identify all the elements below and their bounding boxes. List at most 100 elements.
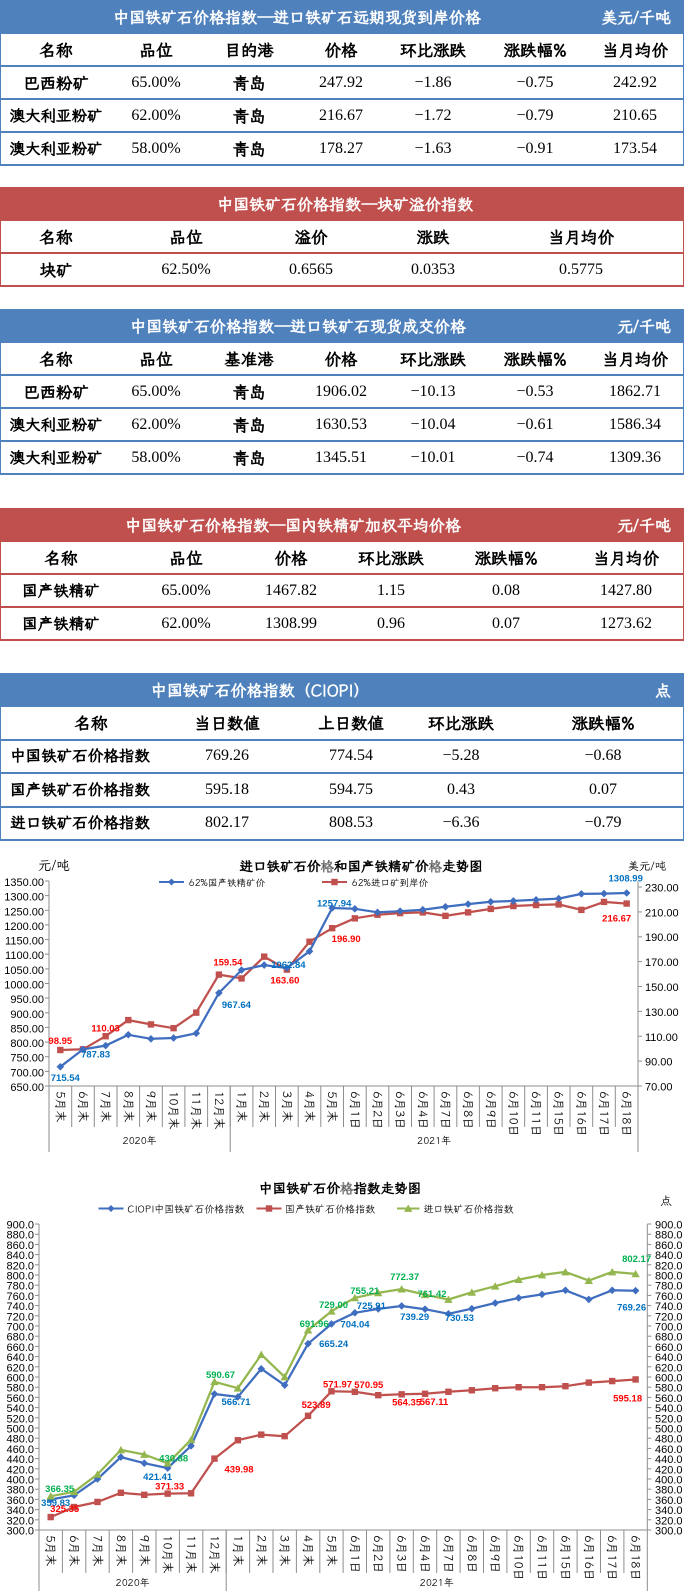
svg-text:400.0: 400.0 xyxy=(6,1475,34,1487)
svg-text:421.41: 421.41 xyxy=(143,1472,173,1483)
svg-text:10月末: 10月末 xyxy=(160,1535,175,1573)
svg-text:950.00: 950.00 xyxy=(10,994,44,1006)
svg-text:CIOPI中国铁矿石价格指数: CIOPI中国铁矿石价格指数 xyxy=(128,1203,246,1216)
svg-text:900.00: 900.00 xyxy=(10,1009,44,1021)
svg-text:571.97: 571.97 xyxy=(323,1379,352,1390)
svg-text:5月末: 5月末 xyxy=(43,1535,58,1566)
svg-text:62%进口矿到岸价: 62%进口矿到岸价 xyxy=(352,876,429,889)
svg-text:900.0: 900.0 xyxy=(655,1220,683,1232)
svg-text:6月2日: 6月2日 xyxy=(370,1535,385,1573)
svg-text:130.00: 130.00 xyxy=(645,1007,679,1019)
svg-text:660.0: 660.0 xyxy=(655,1342,683,1354)
svg-text:2020年: 2020年 xyxy=(116,1576,150,1589)
svg-text:11月末: 11月末 xyxy=(188,1091,203,1129)
svg-text:740.0: 740.0 xyxy=(6,1301,34,1313)
svg-text:6月16日: 6月16日 xyxy=(573,1091,588,1137)
svg-text:665.24: 665.24 xyxy=(319,1339,349,1350)
svg-text:4月末: 4月末 xyxy=(302,1091,317,1122)
svg-text:820.0: 820.0 xyxy=(6,1260,34,1272)
svg-text:1月末: 1月末 xyxy=(230,1535,245,1566)
svg-text:540.0: 540.0 xyxy=(6,1403,34,1415)
svg-text:6月3日: 6月3日 xyxy=(394,1535,409,1573)
svg-text:300.0: 300.0 xyxy=(6,1526,34,1538)
svg-text:567.11: 567.11 xyxy=(420,1397,449,1408)
svg-text:1月末: 1月末 xyxy=(234,1091,249,1122)
svg-text:800.0: 800.0 xyxy=(6,1271,34,1283)
svg-text:850.00: 850.00 xyxy=(10,1023,44,1035)
svg-text:420.0: 420.0 xyxy=(6,1464,34,1476)
svg-text:70.00: 70.00 xyxy=(645,1082,673,1094)
svg-text:6月末: 6月末 xyxy=(75,1091,90,1122)
svg-text:380.0: 380.0 xyxy=(655,1485,683,1497)
svg-text:787.83: 787.83 xyxy=(81,1050,110,1061)
svg-text:美元/吨: 美元/吨 xyxy=(627,859,666,874)
svg-text:元/吨: 元/吨 xyxy=(38,856,70,874)
svg-text:110.00: 110.00 xyxy=(645,1032,678,1044)
svg-text:1350.00: 1350.00 xyxy=(4,877,44,889)
svg-text:8月末: 8月末 xyxy=(120,1091,135,1122)
svg-text:320.0: 320.0 xyxy=(655,1515,683,1527)
svg-text:6月17日: 6月17日 xyxy=(604,1535,619,1581)
svg-text:691.96: 691.96 xyxy=(300,1319,329,1330)
svg-text:780.0: 780.0 xyxy=(655,1281,683,1293)
svg-text:560.0: 560.0 xyxy=(6,1393,34,1405)
svg-text:6月8日: 6月8日 xyxy=(464,1535,479,1573)
svg-text:769.26: 769.26 xyxy=(617,1303,646,1314)
svg-text:739.29: 739.29 xyxy=(400,1312,429,1323)
svg-text:700.0: 700.0 xyxy=(6,1322,34,1334)
svg-text:1100.00: 1100.00 xyxy=(5,950,44,962)
svg-text:640.0: 640.0 xyxy=(655,1352,683,1364)
svg-text:7月末: 7月末 xyxy=(90,1535,105,1566)
svg-text:460.0: 460.0 xyxy=(655,1444,683,1456)
svg-text:6月末: 6月末 xyxy=(66,1535,81,1566)
svg-text:570.95: 570.95 xyxy=(354,1380,384,1391)
svg-text:2021年: 2021年 xyxy=(417,1134,451,1147)
svg-text:500.0: 500.0 xyxy=(655,1424,683,1436)
svg-text:729.00: 729.00 xyxy=(319,1300,348,1311)
svg-text:725.91: 725.91 xyxy=(357,1301,387,1312)
svg-text:520.0: 520.0 xyxy=(655,1413,683,1425)
svg-text:439.98: 439.98 xyxy=(225,1465,254,1476)
svg-text:640.0: 640.0 xyxy=(6,1352,34,1364)
svg-text:680.0: 680.0 xyxy=(6,1332,34,1344)
svg-text:2月末: 2月末 xyxy=(253,1535,268,1566)
svg-text:6月3日: 6月3日 xyxy=(392,1091,407,1129)
svg-text:230.00: 230.00 xyxy=(645,883,679,895)
svg-text:780.0: 780.0 xyxy=(6,1281,34,1293)
svg-text:760.0: 760.0 xyxy=(655,1291,683,1303)
svg-text:620.0: 620.0 xyxy=(655,1362,683,1374)
svg-text:6月9日: 6月9日 xyxy=(487,1535,502,1573)
svg-text:566.71: 566.71 xyxy=(222,1397,252,1408)
svg-text:6月15日: 6月15日 xyxy=(557,1535,572,1581)
svg-text:4月末: 4月末 xyxy=(300,1535,315,1566)
svg-text:440.0: 440.0 xyxy=(6,1454,34,1466)
svg-text:2月末: 2月末 xyxy=(256,1091,271,1122)
svg-text:860.0: 860.0 xyxy=(655,1240,683,1252)
svg-text:国产铁矿石价格指数: 国产铁矿石价格指数 xyxy=(285,1203,376,1216)
svg-text:400.0: 400.0 xyxy=(655,1475,683,1487)
svg-text:10月末: 10月末 xyxy=(166,1091,181,1129)
svg-text:90.00: 90.00 xyxy=(645,1057,673,1069)
svg-text:5月末: 5月末 xyxy=(52,1091,67,1122)
svg-text:6月11日: 6月11日 xyxy=(528,1091,543,1137)
svg-text:190.00: 190.00 xyxy=(645,932,679,944)
svg-text:11月末: 11月末 xyxy=(183,1535,198,1573)
svg-text:196.90: 196.90 xyxy=(332,934,361,945)
svg-text:1062.84: 1062.84 xyxy=(271,960,306,971)
svg-text:760.0: 760.0 xyxy=(6,1291,34,1303)
svg-text:650.00: 650.00 xyxy=(10,1082,44,1094)
svg-text:967.64: 967.64 xyxy=(222,1000,252,1011)
svg-text:700.0: 700.0 xyxy=(655,1322,683,1334)
svg-text:380.0: 380.0 xyxy=(6,1485,34,1497)
svg-text:9月末: 9月末 xyxy=(136,1535,151,1566)
svg-text:480.0: 480.0 xyxy=(655,1434,683,1446)
svg-text:6月4日: 6月4日 xyxy=(417,1535,432,1573)
svg-text:720.0: 720.0 xyxy=(6,1311,34,1323)
svg-text:6月4日: 6月4日 xyxy=(415,1091,430,1129)
svg-text:210.00: 210.00 xyxy=(645,907,679,919)
svg-text:800.00: 800.00 xyxy=(10,1038,44,1050)
svg-text:680.0: 680.0 xyxy=(655,1332,683,1344)
svg-text:2020年: 2020年 xyxy=(123,1134,157,1147)
svg-text:6月16日: 6月16日 xyxy=(581,1535,596,1581)
svg-text:6月1日: 6月1日 xyxy=(347,1535,362,1573)
